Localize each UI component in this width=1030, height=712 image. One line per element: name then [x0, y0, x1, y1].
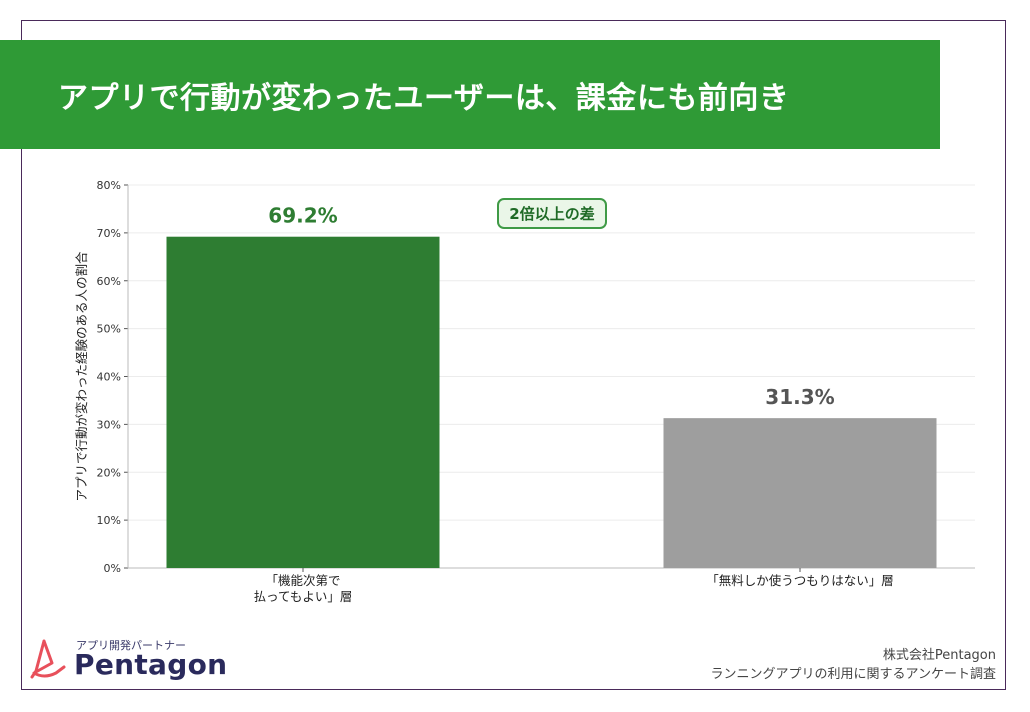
logo-tagline: アプリ開発パートナー: [76, 639, 186, 652]
bar: [166, 236, 440, 568]
bar-value-label: 31.3%: [765, 385, 834, 409]
page-title: アプリで行動が変わったユーザーは、課金にも前向き: [58, 80, 790, 116]
y-tick-label: 30%: [97, 418, 121, 431]
y-tick-label: 60%: [97, 275, 121, 288]
y-tick-label: 80%: [97, 179, 121, 192]
y-axis-label: アプリで行動が変わった経験のある人の割合: [74, 251, 89, 502]
pentagon-logo-icon: [30, 639, 66, 679]
logo-name: Pentagon: [74, 648, 228, 681]
bars: [166, 236, 937, 568]
y-tick-label: 70%: [97, 227, 121, 240]
y-tick-label: 0%: [104, 562, 121, 575]
source-company: 株式会社Pentagon: [882, 648, 996, 663]
bar-value-label: 69.2%: [268, 204, 337, 228]
y-tick-label: 10%: [97, 514, 121, 527]
x-category-label: 「無料しか使うつもりはない」層: [706, 573, 894, 588]
x-category-label: 「機能次第で: [265, 573, 340, 588]
bar: [663, 418, 937, 568]
source-survey: ランニングアプリの利用に関するアンケート調査: [710, 667, 996, 682]
y-tick-label: 40%: [97, 371, 121, 384]
difference-callout: 2倍以上の差: [497, 198, 607, 229]
y-tick-label: 20%: [97, 466, 121, 479]
title-banner: アプリで行動が変わったユーザーは、課金にも前向き: [0, 40, 940, 149]
page-frame: [21, 20, 1006, 690]
source-credit: 株式会社Pentagon ランニングアプリの利用に関するアンケート調査: [711, 646, 996, 684]
y-tick-label: 50%: [97, 323, 121, 336]
x-category-label: 払ってもよい」層: [254, 589, 353, 604]
